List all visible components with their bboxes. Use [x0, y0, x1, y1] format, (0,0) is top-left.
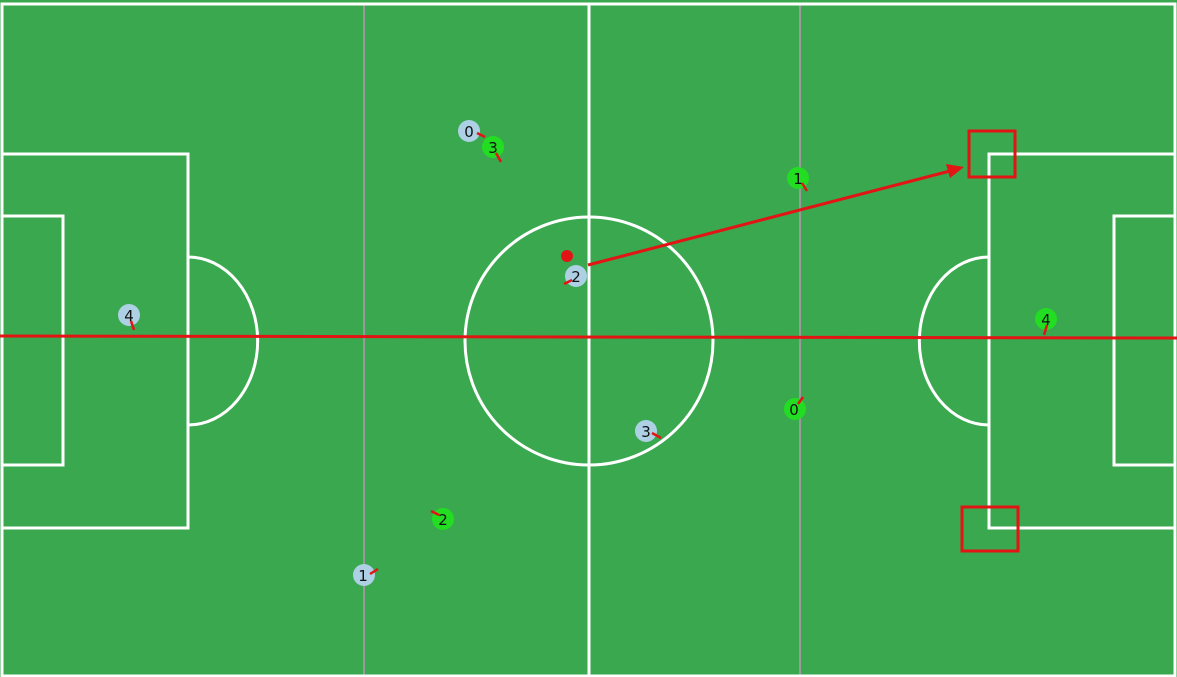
team-a-player[interactable]: 0 [458, 120, 486, 142]
team-a-player-number: 1 [358, 567, 368, 585]
center-circle [463, 215, 715, 467]
left-goal-area [2, 214, 65, 467]
heading-tick-icon [430, 509, 440, 517]
right-penalty-arc [917, 255, 990, 427]
team-a-player-number: 4 [124, 307, 134, 325]
ball-icon [561, 250, 573, 262]
heading-tick-icon [651, 431, 662, 440]
heading-tick-icon [563, 278, 573, 286]
arrow-icon [587, 164, 964, 267]
target-box-bottom [960, 505, 1020, 553]
team-b-player[interactable]: 4 [1035, 308, 1057, 336]
horizontal-reference-line [0, 334, 1177, 340]
target-box-top [967, 129, 1017, 179]
heading-tick-icon [494, 152, 503, 163]
team-b-player[interactable]: 2 [430, 508, 454, 530]
heading-tick-icon [800, 182, 809, 192]
team-a-player-number: 3 [641, 423, 651, 441]
team-b-player-number: 0 [789, 401, 799, 419]
team-b-player[interactable]: 1 [787, 167, 809, 192]
right-penalty-area [987, 152, 1175, 530]
team-b-player-number: 1 [793, 170, 803, 188]
heading-tick-icon [1042, 324, 1049, 336]
team-b-player[interactable]: 3 [482, 136, 504, 163]
team-b-player-number: 3 [488, 139, 498, 157]
team-b-player-number: 2 [438, 511, 448, 529]
team-a-player[interactable]: 3 [635, 420, 662, 442]
left-penalty-arc [187, 255, 260, 427]
team-a-player-number: 2 [571, 268, 581, 286]
heading-tick-icon [476, 131, 486, 139]
heading-tick-icon [796, 396, 805, 405]
team-a-player-number: 0 [464, 123, 474, 141]
right-goal-area [1112, 214, 1175, 467]
team-a-player[interactable]: 2 [563, 265, 587, 287]
left-penalty-area [2, 152, 190, 530]
team-a-player[interactable]: 4 [118, 304, 140, 331]
team-b-player-number: 4 [1041, 311, 1051, 329]
team-b-player[interactable]: 0 [784, 396, 806, 420]
heading-tick-icon [129, 320, 136, 331]
team-a-player[interactable]: 1 [353, 564, 379, 586]
heading-tick-icon [369, 567, 379, 576]
